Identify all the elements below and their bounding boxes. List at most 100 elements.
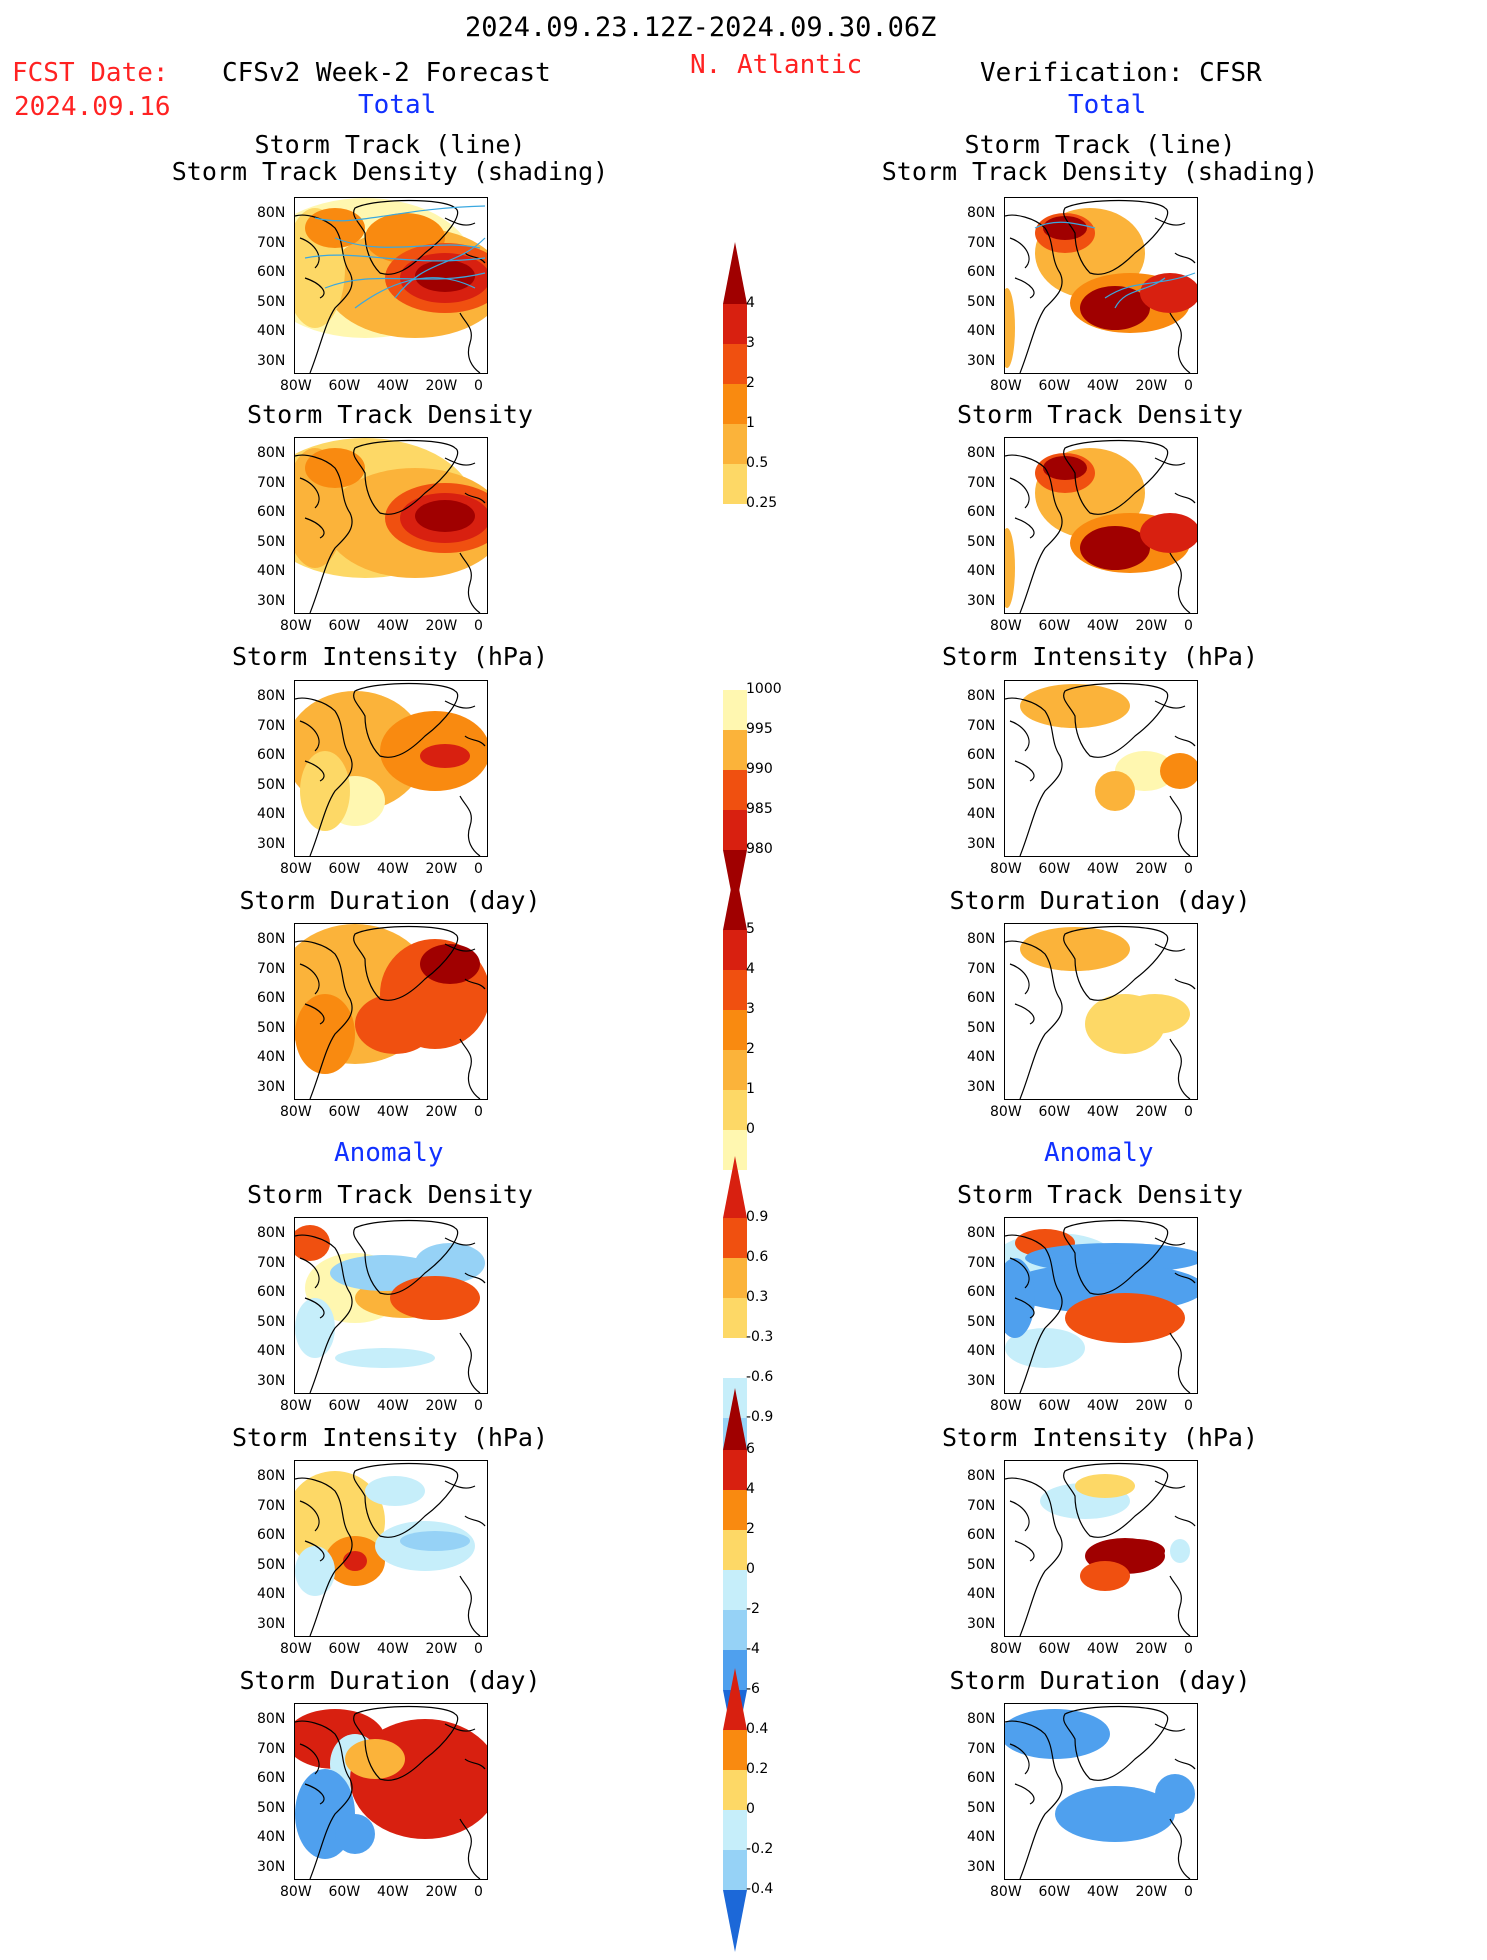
coastline-3 — [459, 1818, 481, 1879]
panel-title-track-line-right: Storm Track (line) — [964, 130, 1236, 159]
colorbar-anom-density-label: 0.9 — [746, 1209, 769, 1225]
lat-label: 70N — [257, 234, 286, 251]
colorbar-track-density-swatch-1 — [723, 304, 747, 344]
coastline-0 — [353, 682, 459, 758]
map-panel-forecast-6 — [294, 1703, 488, 1880]
lat-label: 50N — [257, 1313, 286, 1330]
colorbar-anom-density-label: 0.3 — [746, 1289, 769, 1305]
storm-track-line-2 — [1114, 277, 1166, 309]
coastline-0 — [1063, 199, 1169, 275]
storm-track-line-1 — [304, 254, 486, 262]
lon-label: 60W — [328, 378, 361, 394]
section-anomaly-left: Anomaly — [334, 1138, 444, 1168]
coastline-2 — [299, 963, 325, 1025]
map-panel-forecast-0 — [294, 197, 488, 374]
map-field-1-5 — [1005, 1462, 1196, 1636]
lon-label: 20W — [425, 861, 458, 877]
storm-track-line-5 — [394, 237, 486, 299]
colorbar-anom-intensity-label: -4 — [746, 1641, 760, 1657]
coastline-0 — [353, 199, 459, 275]
lat-label: 30N — [967, 1858, 996, 1875]
lat-label: 70N — [967, 960, 996, 977]
lat-label: 60N — [257, 1527, 286, 1543]
coastline-1 — [295, 1720, 353, 1879]
lon-label: 80W — [990, 1104, 1022, 1120]
coastline-2 — [299, 1743, 325, 1805]
storm-track-line-4 — [334, 237, 481, 249]
panel-title-track-shading-right: Storm Track Density (shading) — [881, 157, 1319, 186]
lat-label: 30N — [257, 352, 286, 369]
coastline-1 — [295, 454, 353, 613]
lat-label: 70N — [967, 1497, 996, 1514]
colorbar-anom-density-swatch-1 — [723, 1218, 747, 1258]
lon-label: 80W — [280, 1104, 312, 1120]
shading-blob-0 — [295, 1225, 330, 1261]
lat-label: 80N — [257, 445, 286, 461]
map-field-1-0 — [1005, 199, 1197, 373]
panel-title-duration-left: Storm Duration (day) — [239, 886, 541, 915]
colorbar-anom-duration — [723, 1668, 747, 1952]
lon-label: 20W — [425, 1884, 458, 1900]
lon-label: 40W — [1087, 1641, 1119, 1657]
colorbar-track-density-label: 2 — [746, 375, 755, 391]
lon-label: 60W — [1038, 1104, 1071, 1120]
coastline-4 — [1154, 1237, 1196, 1284]
colorbar-intensity-swatch-4 — [723, 810, 747, 850]
lat-label: 30N — [967, 1078, 996, 1095]
colorbar-track-density-swatch-4 — [723, 424, 747, 464]
lon-label: 0 — [474, 1398, 483, 1414]
colorbar-anom-intensity-label: 2 — [746, 1521, 755, 1537]
lat-label: 60N — [967, 504, 996, 520]
lat-label: 60N — [257, 504, 286, 520]
panel-title-anom-intensity-left: Storm Intensity (hPa) — [231, 1423, 549, 1452]
colorbar-track-density-label: 0.5 — [746, 455, 769, 471]
lon-label: 80W — [990, 618, 1022, 634]
shading-blob-5 — [345, 1739, 405, 1779]
fcst-date-value: 2024.09.16 — [14, 92, 171, 122]
lon-label: 60W — [328, 1398, 361, 1414]
colorbar-anom-intensity-swatch-4 — [723, 1570, 747, 1610]
lat-label: 50N — [967, 293, 996, 310]
coastline-2 — [299, 1257, 325, 1319]
map-panel-forecast-4 — [294, 1217, 488, 1394]
shading-blob-6 — [1005, 288, 1015, 368]
fcst-date-label: FCST Date: — [12, 58, 169, 88]
lon-label: 20W — [425, 378, 458, 394]
lon-label: 60W — [328, 1641, 361, 1657]
map-field-1-2 — [1005, 682, 1197, 856]
coastline-4 — [444, 1480, 486, 1527]
lon-label: 0 — [474, 1641, 483, 1657]
coastline-2 — [1009, 1257, 1035, 1319]
coastline-0 — [1063, 439, 1169, 515]
lon-label: 0 — [1184, 378, 1193, 394]
lat-label: 80N — [967, 1468, 996, 1484]
shading-blob-5 — [1140, 513, 1197, 553]
lon-label: 80W — [280, 861, 312, 877]
lon-label: 60W — [328, 618, 361, 634]
colorbar-duration-swatch-2 — [723, 970, 747, 1010]
shading-blob-5 — [1005, 1328, 1085, 1368]
lon-label: 40W — [1087, 618, 1119, 634]
lat-label: 80N — [967, 1225, 996, 1241]
colorbar-track-density-label: 1 — [746, 415, 755, 431]
lat-label: 70N — [967, 1740, 996, 1757]
coastline-1 — [295, 697, 353, 856]
lon-label: 20W — [1135, 378, 1168, 394]
lon-label: 80W — [280, 1398, 312, 1414]
coastline-4 — [444, 1723, 486, 1770]
lon-label: 60W — [1038, 1641, 1071, 1657]
coastline-2 — [299, 477, 325, 539]
colorbar-duration-label: 1 — [746, 1081, 755, 1097]
panel-title-track-line-left: Storm Track (line) — [254, 130, 526, 159]
map-panel-forecast-3 — [294, 923, 488, 1100]
panel-title-density-right: Storm Track Density — [957, 400, 1243, 429]
panel-title-density-left: Storm Track Density — [247, 400, 533, 429]
colorbar-anom-density-swatch-3 — [723, 1298, 747, 1338]
shading-blob-7 — [295, 1298, 335, 1358]
colorbar-anom-intensity-label: 0 — [746, 1561, 755, 1577]
colorbar-anom-intensity-swatch-0 — [723, 1388, 747, 1450]
lat-label: 50N — [257, 533, 286, 550]
lon-label: 40W — [1087, 861, 1119, 877]
colorbar-anom-density-label: -0.6 — [746, 1369, 774, 1385]
lat-label: 40N — [257, 1586, 286, 1602]
